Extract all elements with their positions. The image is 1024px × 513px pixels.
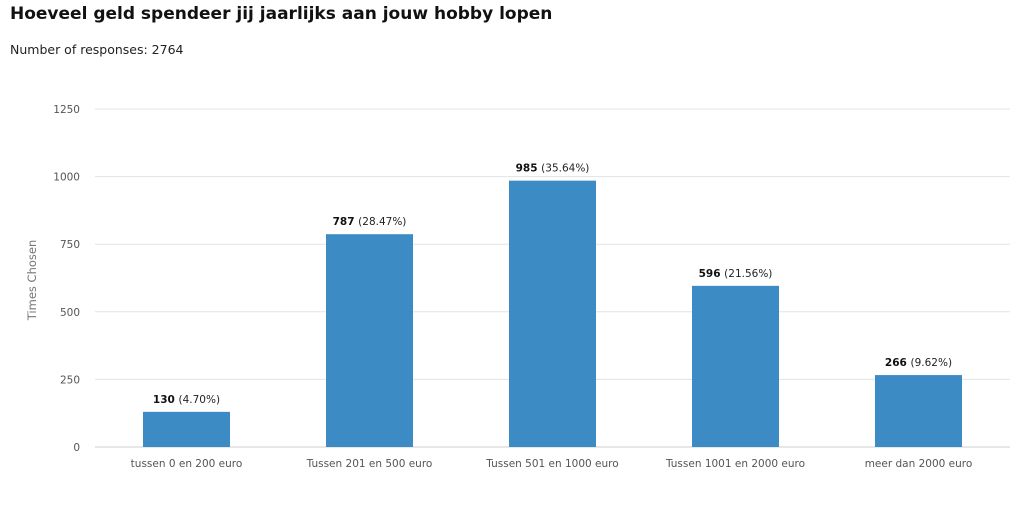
chart-title: Hoeveel geld spendeer jij jaarlijks aan … — [10, 4, 553, 24]
data-label: 266 (9.62%) — [885, 357, 952, 369]
bar[interactable] — [692, 285, 779, 447]
y-tick-label: 500 — [60, 307, 80, 319]
y-axis-label: Times Chosen — [25, 240, 39, 322]
data-label: 130 (4.70%) — [153, 394, 220, 406]
x-tick-label: meer dan 2000 euro — [865, 458, 973, 470]
y-tick-label: 0 — [73, 442, 80, 454]
data-label: 787 (28.47%) — [333, 216, 407, 228]
x-axis-ticks: tussen 0 en 200 euro Tussen 201 en 500 eu… — [131, 458, 973, 470]
data-labels: 130 (4.70%) 787 (28.47%) 985 (35.64%) 596 (… — [153, 163, 952, 406]
x-tick-label: Tussen 201 en 500 euro — [306, 458, 433, 470]
x-tick-label: tussen 0 en 200 euro — [131, 458, 243, 470]
y-tick-label: 1250 — [53, 104, 80, 116]
y-axis-ticks: 0 250 500 750 1000 1250 — [53, 104, 80, 454]
bar[interactable] — [875, 375, 962, 447]
bar[interactable] — [509, 180, 596, 447]
x-tick-label: Tussen 1001 en 2000 euro — [665, 458, 805, 470]
response-count: Number of responses: 2764 — [10, 42, 184, 57]
x-tick-label: Tussen 501 en 1000 euro — [485, 458, 618, 470]
data-label: 596 (21.56%) — [699, 268, 773, 280]
bars — [143, 180, 962, 447]
y-tick-label: 1000 — [53, 172, 80, 184]
bar[interactable] — [143, 411, 230, 447]
y-tick-label: 250 — [60, 374, 80, 386]
data-label: 985 (35.64%) — [516, 163, 590, 175]
y-tick-label: 750 — [60, 239, 80, 251]
bar[interactable] — [326, 234, 413, 447]
